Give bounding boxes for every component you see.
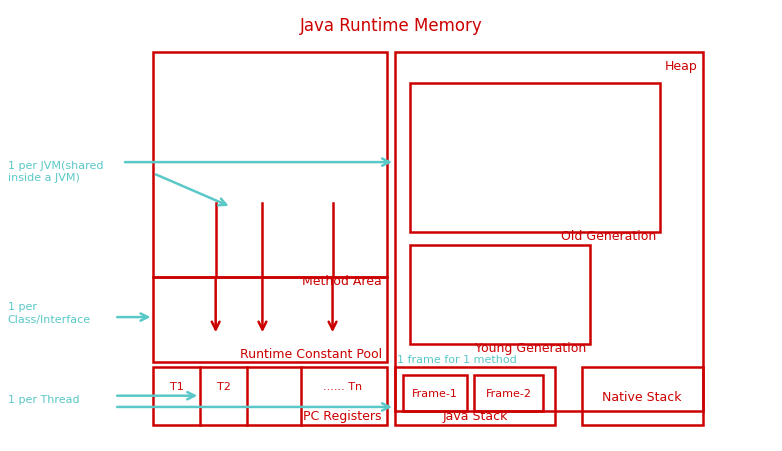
Text: Old Generation: Old Generation [561, 229, 656, 242]
Text: Young Generation: Young Generation [475, 341, 586, 354]
Bar [153, 277, 387, 362]
Text: 1 frame for 1 method: 1 frame for 1 method [397, 354, 517, 364]
Text: Frame-2: Frame-2 [486, 389, 532, 399]
Bar [153, 367, 387, 425]
Bar [582, 367, 703, 425]
Text: PC Registers: PC Registers [303, 409, 382, 422]
Text: T2: T2 [217, 381, 231, 391]
Text: Heap: Heap [665, 60, 698, 73]
Text: 1 per JVM(shared
inside a JVM): 1 per JVM(shared inside a JVM) [8, 161, 103, 183]
Text: Native Stack: Native Stack [602, 390, 682, 403]
Bar [475, 376, 543, 411]
Text: Runtime Constant Pool: Runtime Constant Pool [239, 347, 382, 360]
Bar [395, 367, 554, 425]
Text: T1: T1 [170, 381, 184, 391]
Bar [411, 84, 660, 232]
Bar [395, 53, 703, 411]
Bar [403, 376, 467, 411]
Text: Frame-1: Frame-1 [411, 389, 457, 399]
Bar [411, 246, 590, 344]
Text: 1 per Thread: 1 per Thread [8, 395, 79, 405]
Text: 1 per
Class/Interface: 1 per Class/Interface [8, 302, 91, 324]
Text: ...... Tn: ...... Tn [323, 381, 362, 391]
Text: Java Runtime Memory: Java Runtime Memory [300, 17, 482, 35]
Text: Method Area: Method Area [302, 274, 382, 287]
Text: Java Stack: Java Stack [443, 409, 508, 422]
Bar [153, 53, 387, 277]
